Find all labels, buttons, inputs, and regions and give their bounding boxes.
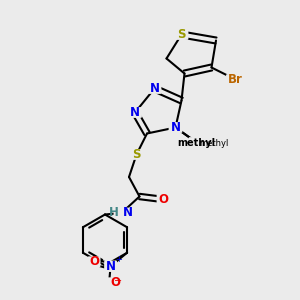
- FancyBboxPatch shape: [148, 83, 161, 94]
- FancyBboxPatch shape: [130, 149, 143, 160]
- FancyBboxPatch shape: [175, 29, 188, 40]
- FancyBboxPatch shape: [169, 122, 182, 133]
- FancyBboxPatch shape: [188, 137, 208, 148]
- FancyBboxPatch shape: [102, 277, 117, 288]
- FancyBboxPatch shape: [157, 194, 170, 205]
- Text: O: O: [89, 255, 99, 268]
- Text: N: N: [106, 260, 116, 273]
- FancyBboxPatch shape: [226, 74, 245, 85]
- Text: O: O: [110, 276, 120, 289]
- Text: methyl: methyl: [177, 137, 216, 148]
- Text: +: +: [115, 255, 122, 264]
- Text: H: H: [109, 206, 118, 220]
- Text: −: −: [115, 276, 123, 286]
- Text: methyl: methyl: [199, 139, 228, 148]
- Text: O: O: [158, 193, 169, 206]
- Text: Br: Br: [228, 73, 243, 86]
- Text: N: N: [123, 206, 133, 220]
- Text: N: N: [130, 106, 140, 119]
- Text: S: S: [132, 148, 141, 161]
- FancyBboxPatch shape: [104, 260, 117, 272]
- FancyBboxPatch shape: [128, 107, 142, 118]
- Text: N: N: [149, 82, 160, 95]
- FancyBboxPatch shape: [113, 208, 130, 218]
- FancyBboxPatch shape: [88, 256, 100, 267]
- Text: S: S: [177, 28, 186, 41]
- Text: N: N: [170, 121, 181, 134]
